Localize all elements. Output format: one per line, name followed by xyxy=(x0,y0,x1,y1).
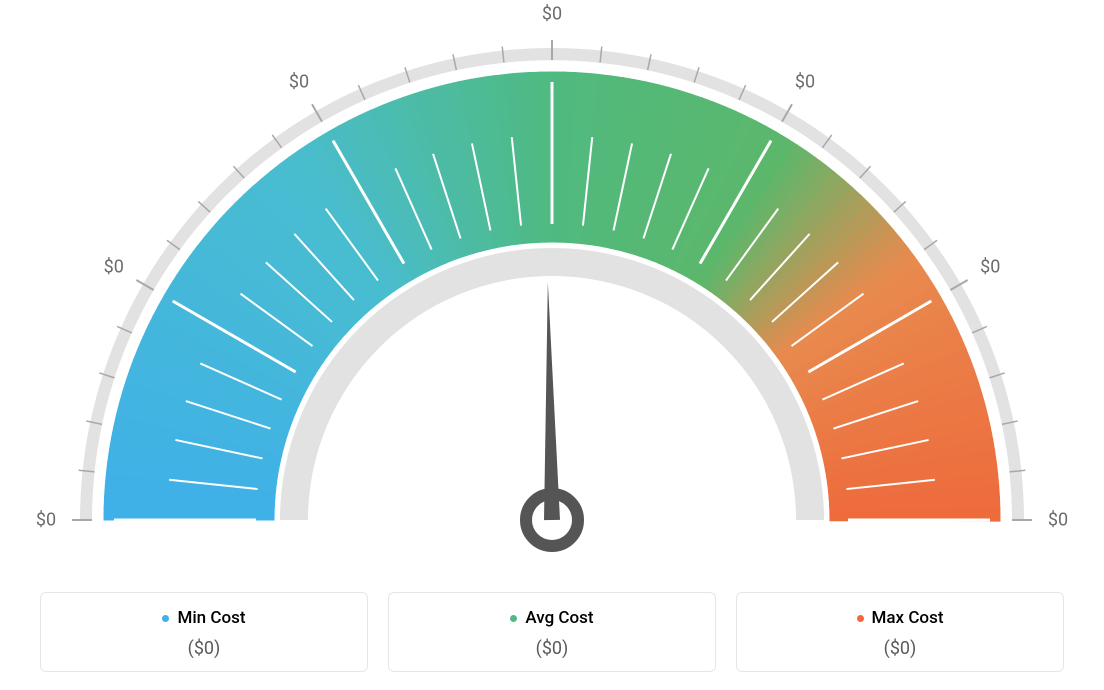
gauge-tick-label: $0 xyxy=(542,4,562,25)
legend-dot-avg xyxy=(510,615,517,622)
legend-title-max: Max Cost xyxy=(857,608,944,628)
legend-label-max: Max Cost xyxy=(872,608,944,628)
legend-label-avg: Avg Cost xyxy=(525,608,593,628)
legend-card-min: Min Cost ($0) xyxy=(40,592,368,673)
gauge-tick-label: $0 xyxy=(36,510,56,531)
legend-value-min: ($0) xyxy=(51,638,357,659)
gauge-chart: $0 $0 $0 $0 $0 $0 $0 xyxy=(0,0,1104,560)
legend-title-avg: Avg Cost xyxy=(510,608,593,628)
legend-value-avg: ($0) xyxy=(399,638,705,659)
legend-dot-max xyxy=(857,615,864,622)
legend-value-max: ($0) xyxy=(747,638,1053,659)
legend-card-avg: Avg Cost ($0) xyxy=(388,592,716,673)
gauge-tick-label: $0 xyxy=(980,257,1000,278)
legend-dot-min xyxy=(162,615,169,622)
legend-card-max: Max Cost ($0) xyxy=(736,592,1064,673)
legend-title-min: Min Cost xyxy=(162,608,245,628)
gauge-tick-label: $0 xyxy=(1048,510,1068,531)
legend-row: Min Cost ($0) Avg Cost ($0) Max Cost ($0… xyxy=(40,592,1064,673)
gauge-svg xyxy=(0,0,1104,560)
legend-label-min: Min Cost xyxy=(177,608,245,628)
gauge-tick-label: $0 xyxy=(795,71,815,92)
gauge-tick-label: $0 xyxy=(289,71,309,92)
gauge-tick-label: $0 xyxy=(104,257,124,278)
